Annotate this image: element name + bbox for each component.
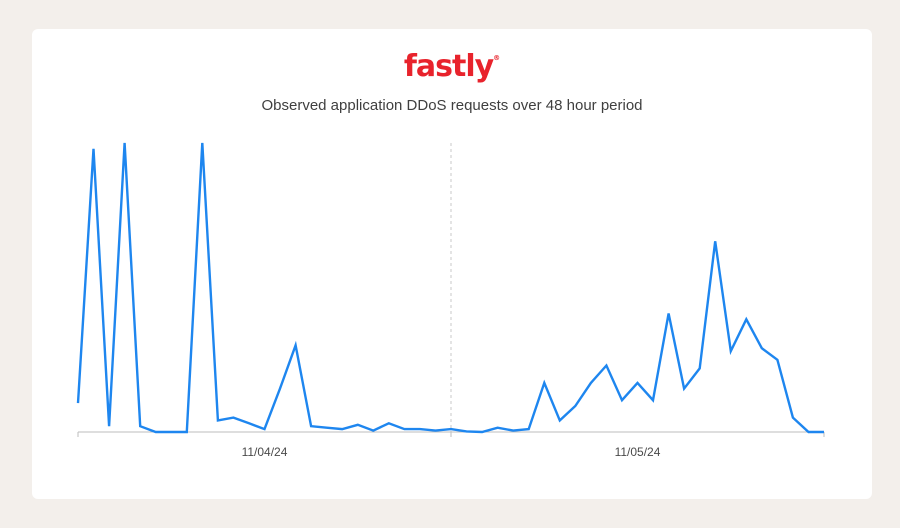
logo-text: fastly — [403, 49, 494, 84]
x-tick-label: 11/05/24 — [615, 445, 661, 459]
chart-card: fastly® Observed application DDoS reques… — [32, 29, 872, 499]
fastly-logo: fastly® — [32, 49, 872, 84]
chart-title: Observed application DDoS requests over … — [261, 97, 643, 114]
x-tick-label: 11/04/24 — [242, 445, 288, 459]
registered-mark: ® — [493, 54, 501, 62]
line-chart: 11/04/24 11/05/24 — [76, 142, 825, 459]
